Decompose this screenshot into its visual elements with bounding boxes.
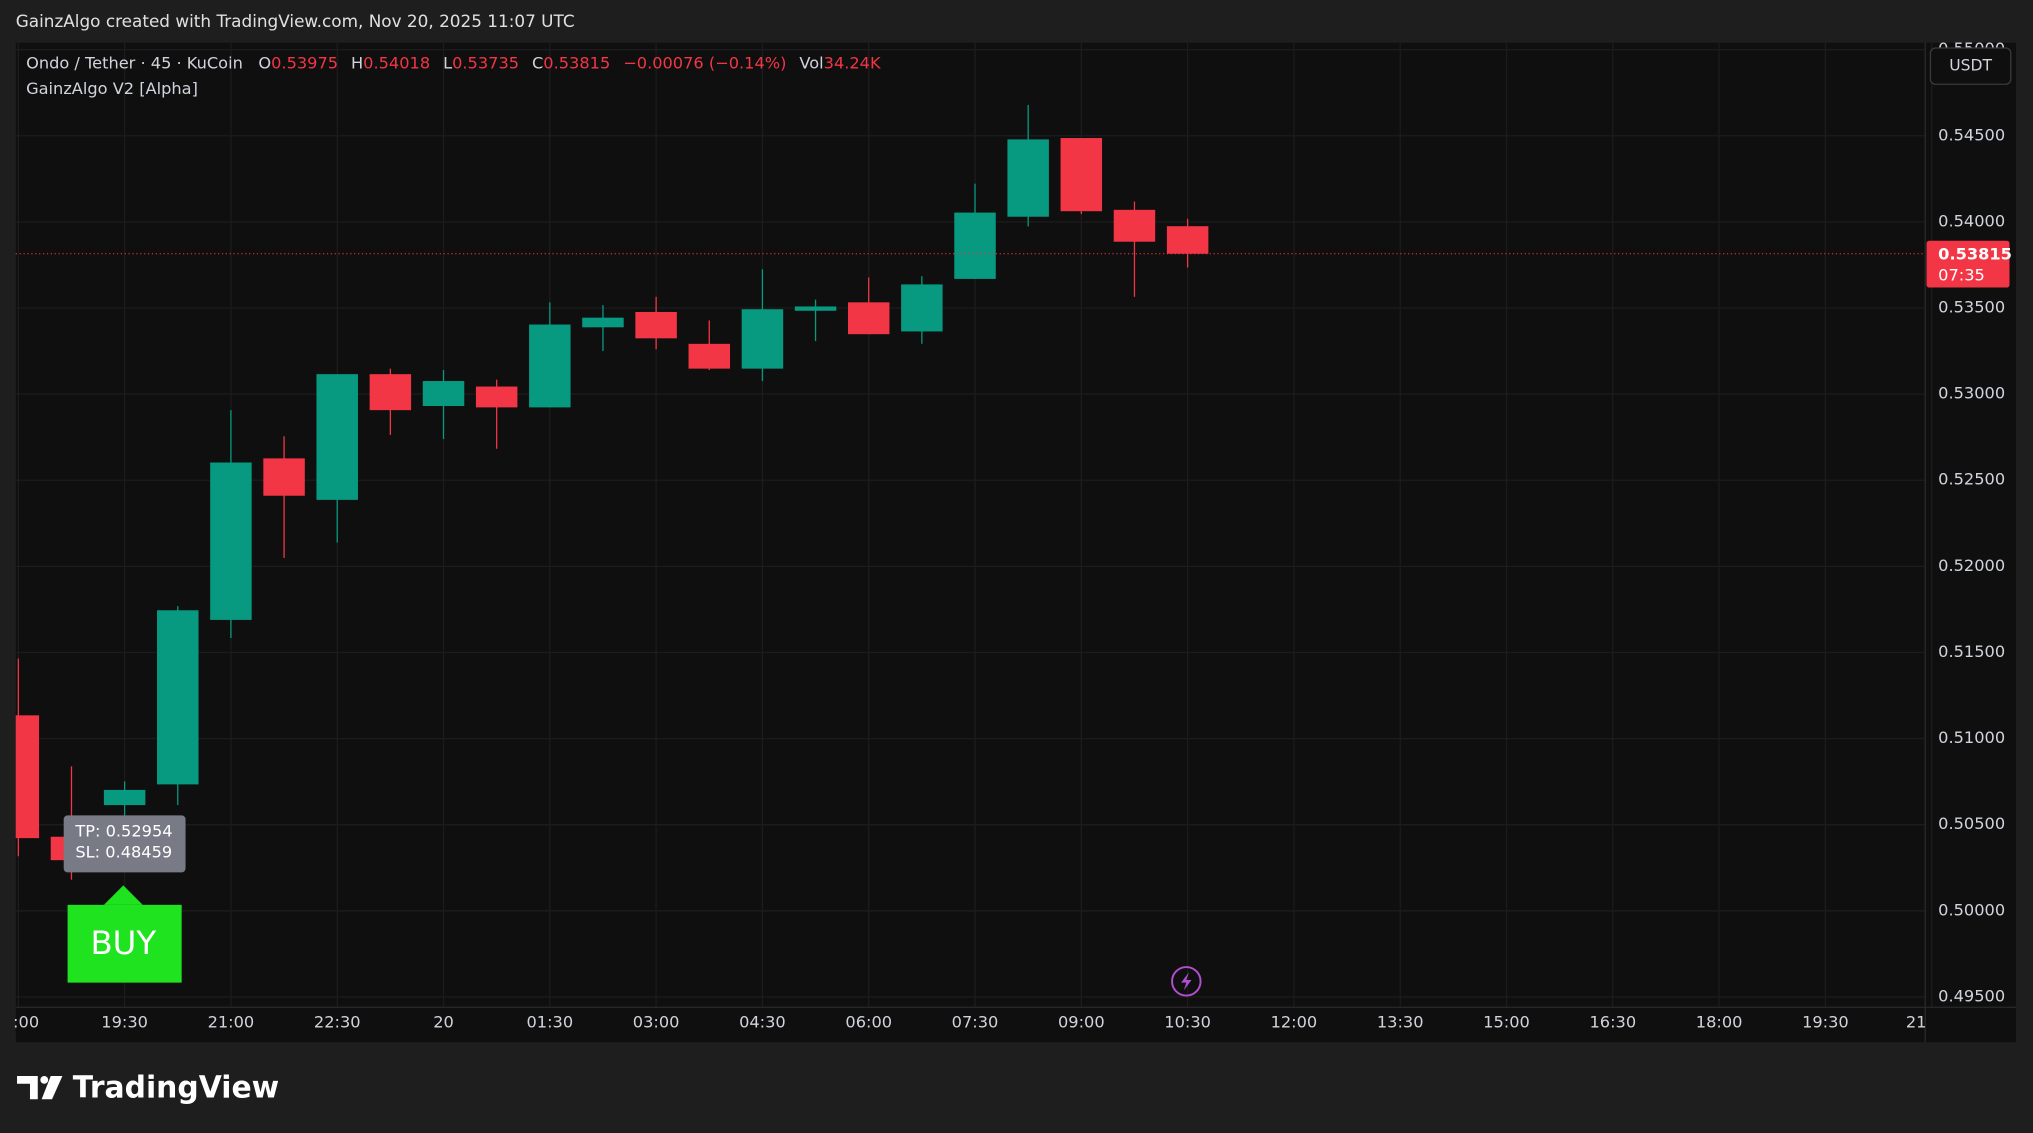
- event-bolt: [1181, 972, 1192, 991]
- candle-body: [1060, 138, 1103, 212]
- x-tick-label: :00: [13, 1012, 39, 1031]
- brand-logo: TradingView: [17, 1070, 279, 1105]
- currency-button[interactable]: [1929, 47, 2012, 85]
- y-tick-label: 0.53500: [1938, 298, 2005, 317]
- y-tick-label: 0.54000: [1938, 211, 2005, 230]
- x-tick-label: 09:00: [1058, 1012, 1105, 1031]
- y-tick-label: 0.51500: [1938, 642, 2005, 661]
- legend-l-value: 0.53735: [452, 53, 519, 72]
- buy-signal: TP: 0.52954 SL: 0.48459 BUY: [63, 815, 186, 983]
- buy-box: [67, 904, 182, 983]
- candle-body: [635, 311, 677, 339]
- legend-o: O: [258, 53, 271, 72]
- indicator-name: GainzAlgo V2 [Alpha]: [26, 79, 198, 98]
- legend-vol: Vol: [799, 53, 823, 72]
- legend-row: Ondo / Tether · 45 · KuCoin O0.53975 H0.…: [26, 53, 881, 72]
- sl-label: SL: 0.48459: [75, 842, 172, 861]
- candle-body: [263, 458, 305, 496]
- x-tick-label: 15:00: [1483, 1012, 1530, 1031]
- plot: [15, 104, 1926, 880]
- x-tick-label: 19:30: [1802, 1012, 1849, 1031]
- logo-mark: [17, 1075, 38, 1100]
- buy-label: BUY: [90, 924, 156, 962]
- tp-sl-box: [63, 815, 186, 873]
- candle-body: [1166, 226, 1209, 254]
- y-tick-label: 0.49500: [1938, 986, 2005, 1005]
- candle-body: [688, 343, 731, 369]
- x-tick-label: 21:00: [208, 1012, 255, 1031]
- x-tick-label: 13:30: [1377, 1012, 1424, 1031]
- candle-body: [157, 610, 199, 785]
- logo-dot: [40, 1075, 49, 1084]
- candle-body: [210, 462, 252, 620]
- x-tick-label: 04:30: [739, 1012, 786, 1031]
- y-tick-label: 0.50000: [1938, 900, 2005, 919]
- buy-pointer: [103, 885, 143, 905]
- x-tick-label: 12:00: [1271, 1012, 1318, 1031]
- header-text: GainzAlgo created with TradingView.com, …: [16, 11, 575, 31]
- candle-body: [1113, 209, 1156, 242]
- legend-h: H: [351, 53, 363, 72]
- legend-change: −0.00076 (−0.14%): [623, 53, 786, 72]
- candle-body: [582, 317, 624, 328]
- x-tick-label: 03:00: [633, 1012, 680, 1031]
- currency[interactable]: USDT: [1949, 57, 1992, 75]
- legend-o-value: 0.53975: [271, 53, 338, 72]
- legend-c: C: [532, 53, 543, 72]
- candle-body: [422, 381, 465, 407]
- tp-label: TP: 0.52954: [74, 822, 172, 841]
- event-icon[interactable]: [1171, 966, 1202, 997]
- y-tick-label: 0.51000: [1938, 728, 2005, 747]
- candle-body: [529, 324, 571, 408]
- y-tick-label: 0.54500: [1938, 125, 2005, 144]
- candle-body: [15, 715, 40, 839]
- brand-name: TradingView: [73, 1070, 279, 1105]
- candle-body: [316, 374, 358, 500]
- candle-body: [794, 306, 837, 311]
- x-tick-label: 06:00: [845, 1012, 892, 1031]
- last-price-box: [1926, 240, 2010, 288]
- candle-body: [954, 212, 996, 279]
- x-tick-label: 22:30: [314, 1012, 361, 1031]
- y-tick-label: 0.50500: [1938, 814, 2005, 833]
- x-tick-label: 18:00: [1696, 1012, 1743, 1031]
- x-tick-label: 21: [1906, 1012, 1927, 1031]
- x-tick-label: 20: [433, 1012, 454, 1031]
- x-tick-label: 10:30: [1164, 1012, 1211, 1031]
- countdown-label: 07:35: [1938, 265, 1985, 284]
- candle-body: [901, 284, 943, 332]
- x-tick-label: 01:30: [526, 1012, 573, 1031]
- legend-symbol: Ondo / Tether · 45 · KuCoin: [26, 53, 243, 72]
- y-tick-label: 0.52500: [1938, 470, 2005, 489]
- logo-slash: [41, 1075, 63, 1100]
- axes: 0.550000.545000.540000.535000.530000.525…: [13, 39, 2012, 1031]
- candle-body: [741, 309, 784, 369]
- candle-body: [847, 302, 890, 335]
- legend-h-value: 0.54018: [363, 53, 430, 72]
- candle-body: [475, 386, 518, 408]
- x-tick-label: 07:30: [952, 1012, 999, 1031]
- legend-vol-value: 34.24K: [824, 53, 881, 72]
- legend-l: L: [443, 53, 452, 72]
- x-tick-label: 19:30: [101, 1012, 148, 1031]
- candle-body: [1007, 139, 1049, 217]
- y-tick-label: 0.53000: [1938, 384, 2005, 403]
- x-tick-label: 16:30: [1589, 1012, 1636, 1031]
- candle-body: [103, 789, 146, 806]
- last-price-label: 0.53815: [1938, 245, 2012, 264]
- legend-c-value: 0.53815: [543, 53, 610, 72]
- candle-body: [369, 374, 412, 411]
- y-tick-label: 0.52000: [1938, 556, 2005, 575]
